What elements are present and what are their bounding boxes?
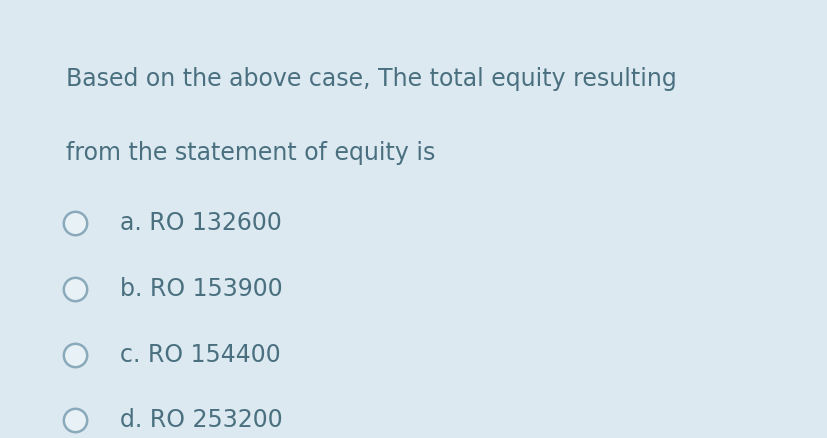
Text: d. RO 253200: d. RO 253200 — [120, 409, 283, 432]
Text: a. RO 132600: a. RO 132600 — [120, 212, 282, 235]
Text: c. RO 154400: c. RO 154400 — [120, 343, 280, 367]
Text: from the statement of equity is: from the statement of equity is — [66, 141, 435, 165]
Point — [68, 351, 81, 358]
Point — [68, 220, 81, 227]
Text: b. RO 153900: b. RO 153900 — [120, 277, 283, 301]
Text: Based on the above case, The total equity resulting: Based on the above case, The total equit… — [66, 67, 676, 91]
Point — [68, 417, 81, 424]
Point — [68, 286, 81, 293]
